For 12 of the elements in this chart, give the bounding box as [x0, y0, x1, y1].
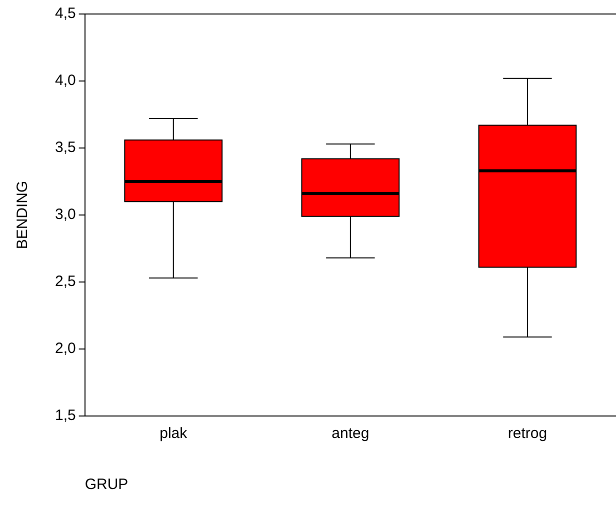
y-tick-label: 3,0: [54, 206, 76, 224]
y-tick-label: 2,5: [54, 273, 76, 290]
y-axis-title: BENDING: [14, 180, 32, 250]
x-tick-label: plak: [160, 425, 188, 442]
y-tick-label: 4,0: [54, 72, 76, 90]
x-tick-label: retrog: [508, 425, 548, 442]
x-tick-label: anteg: [332, 425, 370, 442]
y-tick-label: 3,5: [54, 139, 76, 156]
y-tick-label: 1,5: [54, 407, 76, 424]
x-axis-title: GRUP: [84, 476, 128, 494]
y-tick-label: 2,0: [54, 340, 76, 358]
y-tick-label: 4,5: [54, 5, 76, 22]
